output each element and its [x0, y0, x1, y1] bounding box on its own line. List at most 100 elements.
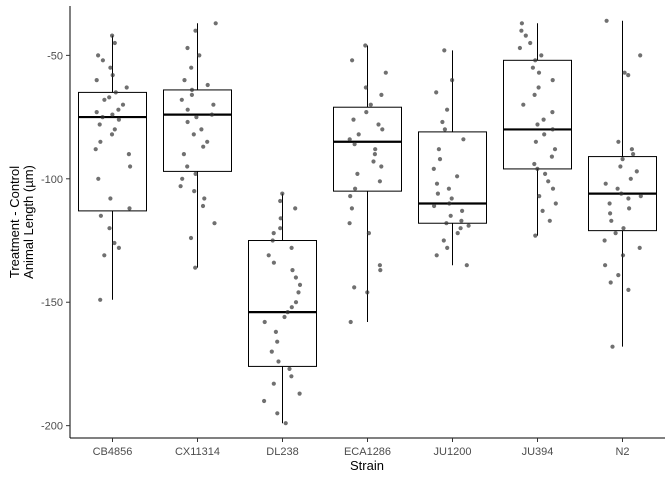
data-point [464, 263, 469, 268]
data-point [112, 40, 117, 46]
data-point [289, 305, 294, 310]
data-point [622, 70, 627, 75]
data-point [266, 253, 271, 258]
data-point [179, 97, 184, 102]
data-point [435, 191, 440, 196]
box-dl238 [248, 193, 317, 424]
data-point [262, 398, 267, 404]
data-point [182, 78, 187, 83]
data-point [280, 191, 285, 196]
data-point [348, 319, 353, 325]
data-point [178, 184, 183, 189]
data-point [629, 147, 635, 152]
data-point [278, 216, 283, 221]
data-point [276, 359, 281, 364]
data-point [365, 290, 370, 295]
y-tick-label: -100 [41, 174, 63, 186]
data-point [628, 176, 633, 181]
data-point [379, 92, 384, 97]
data-point [189, 65, 194, 70]
data-point [100, 115, 105, 120]
data-point [363, 43, 368, 48]
box-ju394 [503, 23, 572, 236]
data-point [541, 117, 546, 122]
data-point [607, 201, 612, 206]
y-tick-label: -200 [41, 421, 63, 433]
data-point [383, 70, 388, 75]
data-point [193, 28, 198, 33]
data-point [352, 285, 357, 290]
data-point [296, 290, 301, 295]
data-point [441, 238, 446, 243]
data-point [449, 196, 454, 201]
data-point [126, 152, 131, 157]
box-eca1286 [333, 45, 402, 322]
data-point [100, 58, 105, 63]
data-point [455, 231, 460, 236]
data-point [364, 110, 369, 115]
data-point [442, 127, 447, 132]
data-point [455, 174, 460, 179]
data-point [110, 112, 115, 117]
iqr-box [248, 240, 317, 367]
data-point [189, 87, 195, 92]
data-point [185, 45, 190, 51]
data-point [519, 21, 525, 26]
x-tick-label: DL238 [266, 446, 298, 458]
data-point [550, 78, 555, 83]
data-point [356, 132, 361, 137]
data-point [638, 194, 643, 199]
data-point [297, 391, 302, 396]
y-tick-label: -50 [47, 50, 63, 62]
iqr-box [163, 89, 232, 172]
plot-area [78, 18, 657, 426]
data-point [107, 226, 112, 231]
data-point [271, 381, 276, 386]
data-point [631, 152, 636, 157]
box-cx11314 [163, 23, 232, 268]
data-point [437, 157, 443, 162]
y-axis-ticks: -50 -100 -150 -200 [41, 50, 70, 433]
data-point [373, 147, 378, 152]
data-point [519, 28, 524, 33]
x-tick-label: CX11314 [175, 446, 220, 458]
data-point [459, 218, 464, 223]
data-point [201, 144, 206, 149]
data-point [547, 218, 552, 223]
data-point [200, 203, 206, 209]
data-point [523, 33, 528, 38]
data-point [102, 97, 107, 102]
data-point [113, 90, 118, 95]
data-point [297, 282, 303, 287]
data-point [193, 265, 198, 270]
data-point [212, 221, 217, 226]
data-point [355, 171, 360, 176]
data-point [107, 95, 112, 100]
iqr-box [78, 91, 147, 212]
data-point [96, 176, 101, 181]
data-point [461, 137, 466, 142]
data-point [180, 176, 185, 181]
data-point [110, 33, 115, 38]
data-point [615, 186, 620, 191]
data-point [372, 152, 377, 157]
data-point [604, 18, 609, 23]
data-point [110, 73, 115, 78]
data-point [626, 287, 631, 292]
data-point [199, 127, 204, 132]
data-point [533, 58, 538, 63]
data-point [353, 186, 358, 191]
data-point [97, 122, 102, 127]
data-point [98, 297, 103, 302]
data-point [450, 78, 455, 83]
data-point [289, 374, 294, 379]
data-point [269, 349, 274, 354]
data-point [602, 238, 607, 243]
data-point [546, 179, 551, 184]
data-point [347, 137, 352, 142]
data-point [283, 421, 288, 426]
data-point [532, 161, 537, 167]
data-point [127, 206, 132, 211]
data-point [94, 78, 99, 83]
